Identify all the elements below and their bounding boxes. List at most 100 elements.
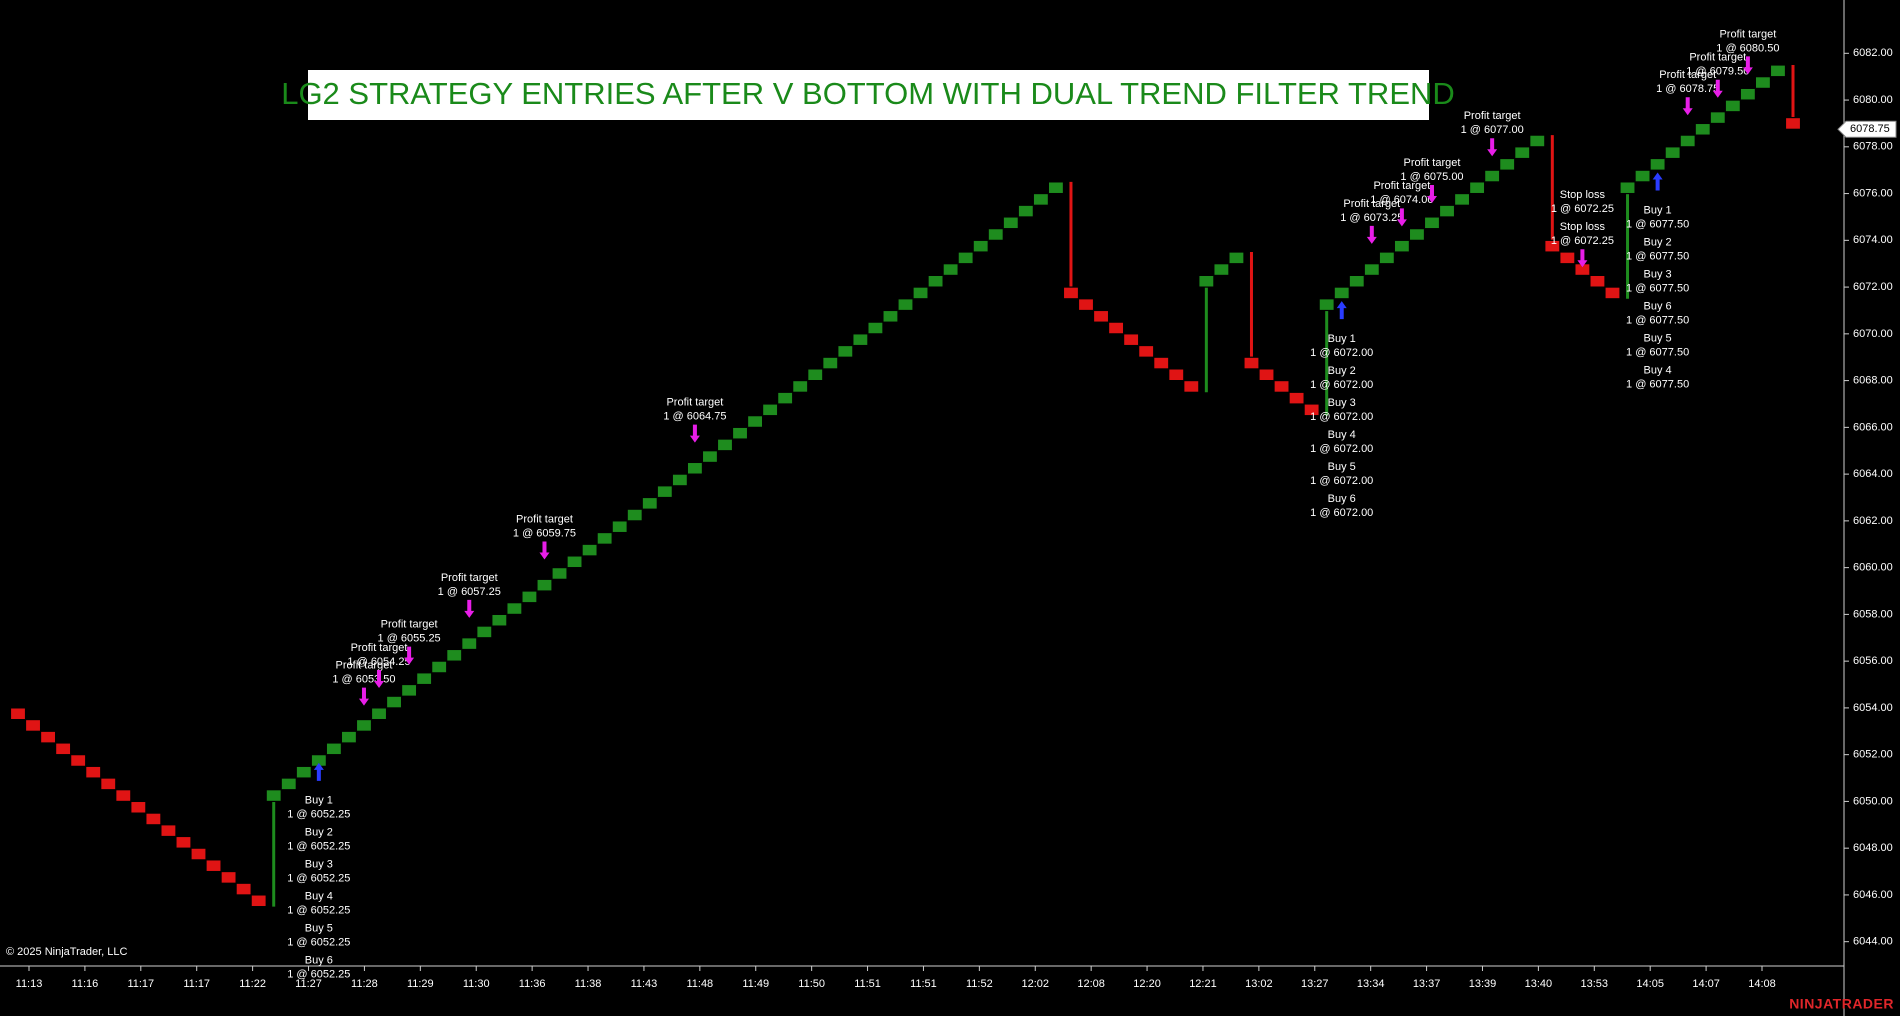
entry-label: Buy 3 [1328, 397, 1356, 409]
brick [1709, 111, 1726, 125]
exit-detail: 1 @ 6073.25 [1340, 212, 1403, 224]
brick [701, 450, 719, 464]
y-tick-label: 6074.00 [1853, 234, 1893, 246]
entry-label: Buy 2 [1644, 236, 1672, 248]
entry-detail: 1 @ 6072.00 [1310, 347, 1373, 359]
entry-arrow [1652, 172, 1663, 191]
x-tick-label: 11:36 [519, 978, 546, 990]
brick [1062, 286, 1080, 300]
entry-detail: 1 @ 6052.25 [287, 969, 350, 981]
y-tick-label: 6080.00 [1853, 94, 1893, 106]
brick [1619, 181, 1636, 195]
brick [1077, 298, 1095, 312]
x-tick-label: 13:27 [1301, 978, 1329, 990]
brick [1453, 192, 1471, 206]
entry-detail: 1 @ 6052.25 [287, 937, 350, 949]
brick [897, 298, 914, 312]
last-price-label: 6078.75 [1850, 123, 1890, 135]
entry-detail: 1 @ 6052.25 [287, 873, 350, 885]
entry-label: Buy 2 [305, 827, 333, 839]
brick [1002, 216, 1019, 230]
entry-detail: 1 @ 6072.00 [1310, 443, 1373, 455]
chart-title: LG2 STRATEGY ENTRIES AFTER V BOTTOM WITH… [281, 76, 1455, 111]
y-tick-label: 6050.00 [1853, 795, 1893, 807]
entry-detail: 1 @ 6052.25 [287, 905, 350, 917]
exit-label: Profit target [351, 642, 408, 654]
exit-detail: 1 @ 6059.75 [513, 527, 576, 539]
x-tick-label: 11:51 [854, 978, 881, 990]
brick [1138, 344, 1155, 358]
y-tick-label: 6058.00 [1853, 608, 1893, 620]
x-tick-label: 13:02 [1245, 978, 1273, 990]
brick [987, 228, 1004, 241]
exit-label: Profit target [336, 659, 393, 671]
exit-detail: 1 @ 6080.50 [1716, 42, 1779, 54]
entry-detail: 1 @ 6077.50 [1626, 282, 1689, 294]
exit-arrow [1366, 225, 1377, 244]
exit-label: Profit target [1464, 110, 1521, 122]
brick [822, 356, 839, 370]
brick [1123, 333, 1140, 347]
entry-label: Buy 1 [305, 795, 333, 807]
brick [777, 391, 794, 405]
entry-detail: 1 @ 6077.50 [1626, 346, 1689, 358]
entry-detail: 1 @ 6072.00 [1310, 379, 1373, 391]
exit-arrow [1426, 184, 1437, 203]
x-tick-label: 11:38 [575, 978, 602, 990]
x-tick-label: 14:05 [1636, 978, 1664, 990]
x-tick-label: 11:30 [463, 978, 490, 990]
brick [446, 648, 463, 662]
brick [807, 368, 824, 382]
brick [1288, 391, 1305, 405]
exit-detail: 1 @ 6079.50 [1686, 66, 1749, 78]
x-tick-label: 13:40 [1525, 978, 1553, 990]
exit-detail: 1 @ 6055.25 [378, 633, 441, 645]
brick [1754, 76, 1772, 89]
exit-arrow [464, 599, 475, 618]
brick [1499, 157, 1516, 171]
entry-detail: 1 @ 6072.00 [1310, 411, 1373, 423]
x-tick-label: 11:17 [183, 978, 210, 990]
exit-label: Profit target [1659, 69, 1716, 81]
y-tick-label: 6078.00 [1853, 141, 1893, 153]
entry-label: Buy 6 [305, 955, 333, 967]
entry-label: Buy 1 [1328, 333, 1356, 345]
brick [671, 473, 688, 487]
brick [536, 578, 553, 592]
x-tick-label: 11:17 [127, 978, 154, 990]
y-tick-label: 6062.00 [1853, 515, 1893, 527]
brick [355, 718, 373, 732]
exit-detail: 1 @ 6064.75 [663, 410, 726, 422]
exit-arrow [689, 424, 700, 443]
brick [1273, 380, 1290, 393]
brick [731, 426, 749, 440]
brick [1589, 274, 1606, 288]
exit-detail: 1 @ 6077.00 [1461, 124, 1524, 136]
brick [100, 777, 117, 791]
brick [1378, 251, 1395, 265]
brick [927, 274, 944, 288]
exit-detail: 1 @ 6074.00 [1370, 194, 1433, 206]
brick [1559, 251, 1576, 265]
entry-arrow [313, 762, 324, 781]
entry-detail: 1 @ 6077.50 [1626, 314, 1689, 326]
brick [521, 590, 538, 604]
exit-arrow [1742, 56, 1753, 75]
y-tick-label: 6048.00 [1853, 842, 1893, 854]
brick [1679, 134, 1696, 148]
brick [325, 742, 343, 756]
exit-arrow [1712, 79, 1723, 98]
brick [1468, 181, 1486, 195]
x-tick-label: 13:34 [1357, 978, 1385, 990]
y-tick-label: 6046.00 [1853, 889, 1893, 901]
brick [1303, 403, 1320, 417]
brick [1243, 356, 1260, 370]
brick [957, 251, 974, 265]
brick [1423, 216, 1441, 230]
exit-label: Profit target [381, 619, 438, 631]
entry-detail: 1 @ 6077.50 [1626, 250, 1689, 262]
brick [190, 847, 207, 861]
entry-label: Buy 4 [1644, 364, 1672, 376]
brick [1047, 181, 1065, 195]
